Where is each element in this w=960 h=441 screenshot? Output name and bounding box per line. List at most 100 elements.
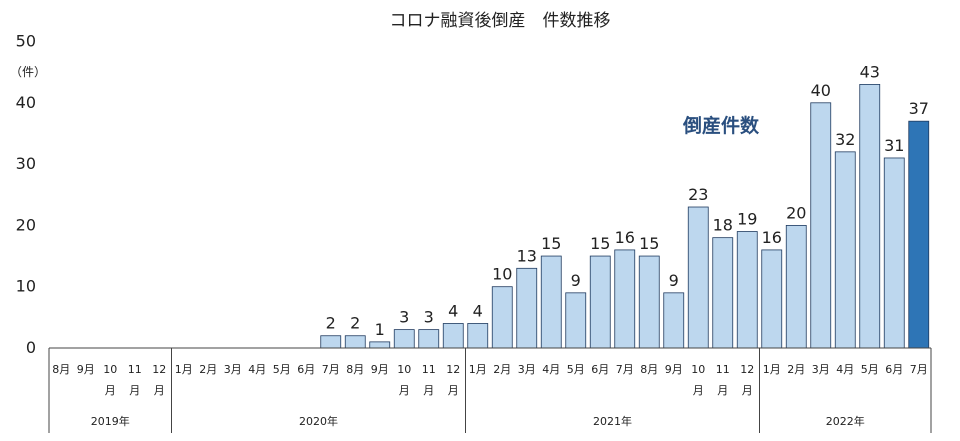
x-tick-label: 5月: [861, 363, 879, 376]
x-tick-label: 月: [105, 384, 116, 397]
x-tick-label: 3月: [224, 363, 242, 376]
bar: [638, 255, 660, 349]
year-label: 2021年: [593, 414, 632, 428]
x-tick-label: 2月: [493, 363, 511, 376]
x-tick-label: 月: [129, 384, 140, 397]
x-tick-label: 7月: [910, 363, 928, 376]
data-label: 13: [517, 246, 537, 265]
bar: [442, 323, 464, 349]
bar: [467, 323, 489, 349]
year-label: 2020年: [299, 414, 338, 428]
x-tick-label: 2月: [787, 363, 805, 376]
x-tick-label: 月: [742, 384, 753, 397]
x-tick-label: 月: [399, 384, 410, 397]
data-label: 9: [669, 271, 679, 290]
x-tick-label: 5月: [567, 363, 585, 376]
data-label: 15: [541, 234, 561, 253]
y-tick-label: 0: [26, 338, 36, 357]
x-tick-label: 8月: [52, 363, 70, 376]
data-label: 4: [473, 301, 483, 320]
x-tick-label: 12: [152, 363, 166, 376]
bar: [369, 341, 391, 349]
data-label: 10: [492, 265, 512, 284]
x-tick-label: 1月: [175, 363, 193, 376]
x-tick-label: 7月: [322, 363, 340, 376]
x-tick-label: 6月: [591, 363, 609, 376]
x-tick-label: 12: [740, 363, 754, 376]
data-label: 37: [909, 99, 929, 118]
x-tick-label: 9月: [77, 363, 95, 376]
x-tick-label: 9月: [665, 363, 683, 376]
x-tick-label: 10: [397, 363, 411, 376]
data-label: 2: [350, 314, 360, 333]
bar: [589, 255, 611, 349]
data-label: 40: [811, 81, 831, 100]
x-tick-label: 8月: [640, 363, 658, 376]
bar: [418, 329, 440, 349]
x-tick-label: 6月: [297, 363, 315, 376]
y-tick-label: 10: [16, 277, 36, 296]
bar: [687, 206, 709, 349]
x-tick-label: 10: [103, 363, 117, 376]
x-tick-label: 月: [693, 384, 704, 397]
data-label: 16: [762, 228, 782, 247]
bar: [834, 151, 856, 349]
data-label: 43: [860, 62, 880, 81]
x-tick-label: 4月: [836, 363, 854, 376]
chart-title: コロナ融資後倒産 件数推移: [390, 11, 611, 31]
x-tick-label: 1月: [469, 363, 487, 376]
y-axis-unit: （件）: [10, 65, 46, 79]
bar: [614, 249, 636, 349]
bar: [344, 335, 366, 349]
x-tick-label: 6月: [885, 363, 903, 376]
x-tick-label: 月: [154, 384, 165, 397]
bar: [736, 231, 758, 349]
data-label: 18: [713, 216, 733, 235]
bar: [712, 237, 734, 349]
data-label: 15: [590, 234, 610, 253]
bar: [516, 267, 538, 349]
x-tick-label: 5月: [273, 363, 291, 376]
x-tick-label: 9月: [371, 363, 389, 376]
x-tick-label: 10: [691, 363, 705, 376]
data-label: 9: [571, 271, 581, 290]
data-label: 1: [375, 320, 385, 339]
bar: [663, 292, 685, 349]
data-label: 32: [835, 130, 855, 149]
y-tick-label: 20: [16, 215, 36, 234]
year-label: 2022年: [826, 414, 865, 428]
x-tick-label: 11: [716, 363, 730, 376]
x-tick-label: 12: [446, 363, 460, 376]
x-tick-label: 4月: [248, 363, 266, 376]
bar: [320, 335, 342, 349]
y-tick-label: 50: [16, 32, 36, 51]
bar: [491, 286, 513, 349]
x-tick-label: 1月: [763, 363, 781, 376]
x-tick-label: 月: [423, 384, 434, 397]
bar: [908, 120, 930, 349]
bar: [785, 224, 807, 349]
x-tick-label: 3月: [812, 363, 830, 376]
x-tick-label: 11: [128, 363, 142, 376]
year-label: 2019年: [91, 414, 130, 428]
x-axis: 8月 9月 10 月 11 月 12 月 1月 2月 3月 4月 5月 6月 7月 8月 9月 10 月 11 月 12 月…: [48, 347, 932, 433]
x-tick-label: 11: [422, 363, 436, 376]
y-tick-label: 30: [16, 154, 36, 173]
x-tick-label: 月: [448, 384, 459, 397]
x-tick-label: 7月: [616, 363, 634, 376]
bar: [761, 249, 783, 349]
data-label: 23: [688, 185, 708, 204]
bar: [810, 102, 832, 349]
y-tick-label: 40: [16, 93, 36, 112]
series-annotation: 倒産件数: [682, 114, 760, 137]
bar: [540, 255, 562, 349]
bar: [883, 157, 905, 349]
y-axis: 0 10 20 30 40 50: [16, 32, 36, 358]
x-tick-label: 3月: [518, 363, 536, 376]
data-label: 4: [448, 301, 458, 320]
data-label: 16: [615, 228, 635, 247]
x-tick-label: 月: [717, 384, 728, 397]
data-label: 31: [884, 136, 904, 155]
